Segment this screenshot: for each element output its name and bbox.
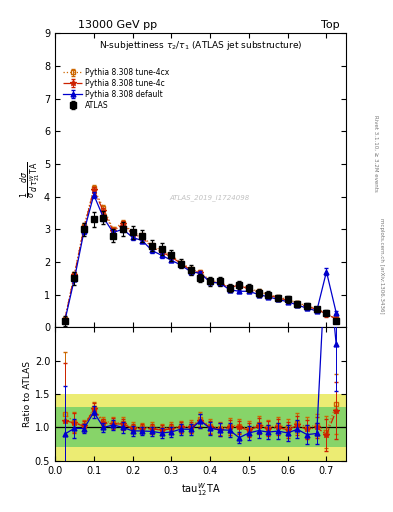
Y-axis label: Ratio to ATLAS: Ratio to ATLAS xyxy=(23,361,32,427)
Text: Top: Top xyxy=(321,20,340,31)
X-axis label: tau$_{12}^{W}$TA: tau$_{12}^{W}$TA xyxy=(181,481,220,498)
Y-axis label: $\frac{1}{\sigma}\frac{d\sigma}{d\,\tau_{21}^{W}\mathrm{TA}}$: $\frac{1}{\sigma}\frac{d\sigma}{d\,\tau_… xyxy=(18,162,42,199)
Text: Rivet 3.1.10, ≥ 3.2M events: Rivet 3.1.10, ≥ 3.2M events xyxy=(373,115,378,192)
Text: N-subjettiness $\tau_2/\tau_1$ (ATLAS jet substructure): N-subjettiness $\tau_2/\tau_1$ (ATLAS je… xyxy=(99,39,302,52)
Text: ATLAS_2019_I1724098: ATLAS_2019_I1724098 xyxy=(169,195,249,201)
Legend: Pythia 8.308 tune-4cx, Pythia 8.308 tune-4c, Pythia 8.308 default, ATLAS: Pythia 8.308 tune-4cx, Pythia 8.308 tune… xyxy=(62,67,171,111)
Text: 13000 GeV pp: 13000 GeV pp xyxy=(78,20,158,31)
Text: mcplots.cern.ch [arXiv:1306.3436]: mcplots.cern.ch [arXiv:1306.3436] xyxy=(379,219,384,314)
